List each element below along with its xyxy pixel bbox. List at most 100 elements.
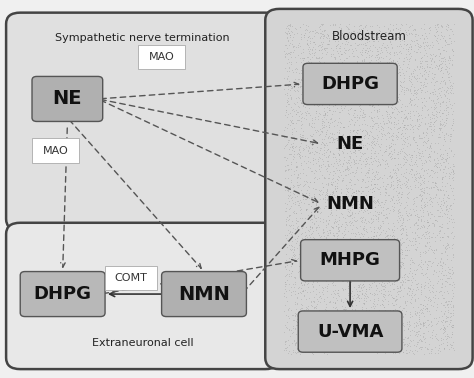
Point (358, 240, 366, 246)
Point (437, 336, 444, 342)
Point (442, 88, 450, 94)
Point (295, 344, 302, 350)
Point (291, 253, 298, 259)
Point (348, 169, 356, 175)
Point (332, 165, 340, 171)
Point (370, 235, 377, 242)
Point (407, 79, 415, 85)
Point (302, 190, 310, 196)
Point (282, 272, 290, 278)
Point (322, 129, 329, 135)
Point (440, 77, 448, 83)
Point (413, 63, 421, 69)
Point (364, 67, 372, 73)
Point (371, 176, 378, 182)
Point (342, 219, 350, 225)
Point (405, 247, 412, 253)
Point (433, 52, 440, 58)
Point (448, 28, 456, 34)
Point (293, 294, 301, 300)
Point (392, 197, 400, 203)
Point (380, 65, 387, 71)
Point (336, 227, 343, 233)
Point (365, 197, 373, 203)
Point (361, 326, 369, 332)
Point (428, 211, 436, 217)
Point (396, 182, 404, 188)
Point (420, 202, 428, 208)
Point (339, 124, 347, 130)
Point (386, 115, 393, 121)
Point (421, 235, 428, 241)
Point (362, 129, 370, 135)
Point (445, 74, 452, 81)
Point (299, 61, 307, 67)
Point (420, 52, 428, 58)
Point (302, 112, 310, 118)
Point (410, 200, 418, 206)
Point (409, 123, 417, 129)
Point (308, 231, 316, 237)
Point (329, 190, 337, 196)
Point (398, 259, 405, 265)
Point (419, 224, 426, 230)
Point (383, 161, 391, 167)
Point (424, 247, 432, 253)
Point (386, 330, 394, 336)
Point (424, 107, 431, 113)
Point (417, 325, 424, 331)
Point (429, 282, 437, 288)
Point (316, 59, 324, 65)
Point (326, 263, 333, 269)
Point (425, 222, 433, 228)
Point (365, 169, 372, 175)
Point (436, 80, 444, 86)
Point (383, 97, 390, 103)
Point (362, 71, 370, 77)
Point (399, 274, 406, 280)
Point (348, 64, 356, 70)
Point (388, 226, 396, 232)
Point (449, 163, 456, 169)
Point (335, 206, 342, 212)
Point (296, 322, 303, 328)
Point (331, 136, 338, 142)
Point (288, 263, 295, 269)
Point (423, 261, 430, 267)
Point (328, 131, 336, 137)
Point (444, 264, 451, 270)
Point (433, 163, 440, 169)
Point (323, 74, 331, 80)
Point (371, 226, 378, 232)
Point (397, 200, 404, 206)
Point (407, 328, 414, 335)
Point (413, 170, 420, 176)
Point (449, 192, 456, 198)
Point (365, 318, 372, 324)
Point (376, 80, 383, 86)
Point (360, 326, 367, 332)
FancyBboxPatch shape (265, 9, 473, 369)
Point (346, 212, 354, 218)
Point (284, 186, 292, 192)
Point (344, 283, 352, 289)
Point (406, 161, 413, 167)
Point (329, 68, 337, 74)
Point (304, 284, 312, 290)
Point (298, 296, 305, 302)
Point (385, 144, 393, 150)
Point (391, 155, 398, 161)
Point (403, 252, 410, 258)
Point (422, 159, 430, 165)
Point (417, 217, 424, 223)
Point (449, 118, 456, 124)
Point (347, 197, 355, 203)
Point (381, 296, 389, 302)
Point (391, 167, 399, 173)
Point (355, 310, 363, 316)
Point (401, 107, 409, 113)
Point (316, 130, 323, 136)
Point (428, 88, 436, 94)
Point (421, 83, 428, 89)
Point (442, 277, 450, 284)
